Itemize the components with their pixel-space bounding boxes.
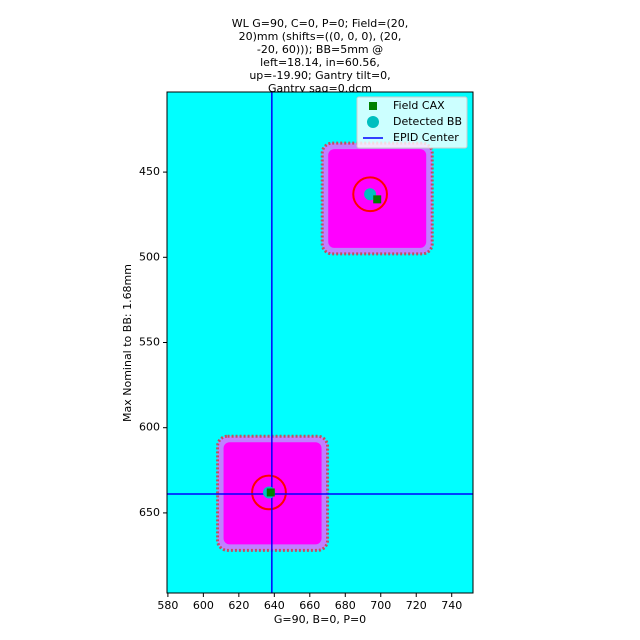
y-label: Max Nominal to BB: 1.68mm: [121, 264, 134, 422]
x-tick-label: 620: [228, 599, 249, 612]
y-tick-label: 650: [139, 506, 160, 519]
chart-title: 20)mm (shifts=((0, 0, 0), (20,: [239, 30, 402, 43]
x-tick-label: 740: [441, 599, 462, 612]
legend-marker: [367, 116, 379, 128]
x-tick-label: 720: [406, 599, 427, 612]
chart-title: up=-19.90; Gantry tilt=0,: [249, 69, 390, 82]
bb-outline: [352, 176, 388, 213]
legend-label: Field CAX: [393, 99, 445, 112]
marker: [364, 188, 377, 201]
x-tick-label: 700: [370, 599, 391, 612]
chart-title: WL G=90, C=0, P=0; Field=(20,: [232, 17, 409, 30]
y-tick-label: 600: [139, 421, 160, 434]
legend-box: [356, 96, 468, 149]
chart-title: -20, 60))); BB=5mm @: [257, 43, 383, 56]
y-tick-label: 450: [139, 165, 160, 178]
legend-marker: [369, 102, 377, 110]
x-label: G=90, B=0, P=0: [274, 613, 366, 626]
marker: [373, 195, 382, 204]
chart-title: left=18.14, in=60.56,: [260, 56, 380, 69]
bb-outline: [251, 474, 287, 511]
x-tick-label: 680: [335, 599, 356, 612]
legend-label: EPID Center: [393, 131, 459, 144]
x-tick-label: 580: [157, 599, 178, 612]
y-tick-label: 500: [139, 250, 160, 263]
x-tick-label: 640: [264, 599, 285, 612]
y-tick-label: 550: [139, 336, 160, 349]
x-tick-label: 660: [299, 599, 320, 612]
x-tick-label: 600: [193, 599, 214, 612]
legend-label: Detected BB: [393, 115, 462, 128]
marker: [266, 488, 275, 497]
